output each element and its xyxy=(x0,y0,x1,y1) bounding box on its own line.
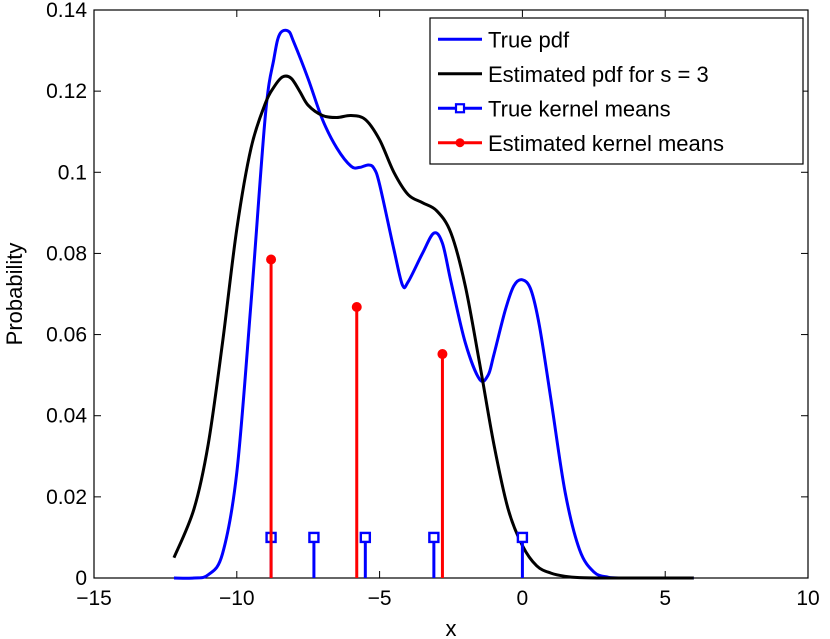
stem-marker-square xyxy=(308,531,320,544)
y-tick-label: 0.04 xyxy=(46,405,87,428)
y-tick-label: 0.14 xyxy=(46,0,87,22)
plot-area xyxy=(172,28,694,580)
x-tick-label: 5 xyxy=(659,587,671,610)
stem-marker-square xyxy=(428,531,440,544)
y-axis-label: Probability xyxy=(2,243,27,346)
stem-marker-dot xyxy=(266,254,277,265)
x-tick-label: −5 xyxy=(368,587,392,610)
legend-box xyxy=(429,17,804,165)
axis-ticks: −15 −10 −5 0 5 10 0 0.02 0.04 0.06 0.08 0.1 0.12 0.14 xyxy=(46,0,820,610)
x-tick-label: 0 xyxy=(517,587,529,610)
legend-marker-square xyxy=(454,103,466,114)
stem-marker-square xyxy=(359,531,372,544)
legend-marker-dot xyxy=(455,138,465,148)
plot-frame xyxy=(93,9,809,579)
x-tick-label: −10 xyxy=(219,587,255,610)
y-tick-label: 0.08 xyxy=(46,242,87,265)
legend-label: True pdf xyxy=(488,27,570,52)
stem-marker-dot xyxy=(351,301,362,312)
series-line-1 xyxy=(172,74,694,580)
series-line-0 xyxy=(173,28,694,580)
x-axis-label: x xyxy=(446,616,457,639)
y-tick-label: 0 xyxy=(75,567,87,590)
legend-label: Estimated kernel means xyxy=(488,131,724,156)
x-tick-label: −15 xyxy=(76,587,112,610)
y-tick-label: 0.02 xyxy=(46,486,87,509)
legend: True pdf Estimated pdf for s = 3 True kern… xyxy=(429,17,804,165)
x-tick-label: 10 xyxy=(796,587,819,610)
stem-marker-square xyxy=(516,531,529,544)
legend-label: Estimated pdf for s = 3 xyxy=(488,62,709,87)
stem-marker-dot xyxy=(437,349,448,360)
legend-label: True kernel means xyxy=(488,96,671,121)
y-tick-label: 0.12 xyxy=(46,80,87,103)
y-tick-label: 0.06 xyxy=(46,324,87,347)
y-tick-label: 0.1 xyxy=(58,161,87,184)
